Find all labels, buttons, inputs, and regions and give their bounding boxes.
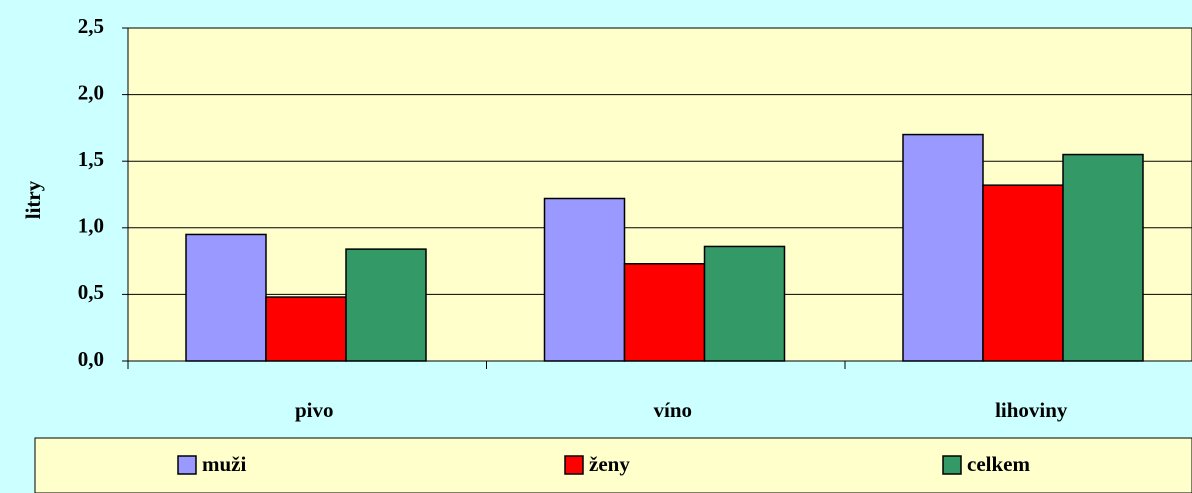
legend-swatch	[564, 455, 584, 475]
bar	[185, 233, 267, 362]
legend-label: ženy	[589, 452, 630, 476]
x-tick-label: lihoviny	[995, 398, 1068, 422]
y-tick-label: 2,5	[78, 14, 104, 38]
y-tick-label: 0,5	[78, 280, 104, 304]
y-tick-label: 1,5	[78, 147, 104, 171]
legend-swatch	[177, 455, 197, 475]
bar	[543, 197, 626, 362]
legend-label: celkem	[967, 452, 1030, 476]
y-tick-label: 1,0	[78, 214, 104, 238]
bar	[623, 263, 706, 362]
legend-label: muži	[202, 452, 246, 476]
bar	[703, 245, 786, 362]
bar	[982, 184, 1064, 362]
y-tick-label: 0,0	[78, 347, 104, 371]
bar	[345, 248, 427, 362]
x-tick-label: víno	[653, 398, 692, 422]
bar	[265, 296, 347, 362]
x-tick-label: pivo	[295, 398, 334, 422]
legend-box	[34, 437, 1192, 493]
y-axis-label: litry	[21, 180, 45, 219]
bar	[902, 133, 984, 362]
legend-swatch	[942, 455, 962, 475]
bar	[1062, 153, 1144, 362]
y-tick-label: 2,0	[78, 80, 104, 104]
